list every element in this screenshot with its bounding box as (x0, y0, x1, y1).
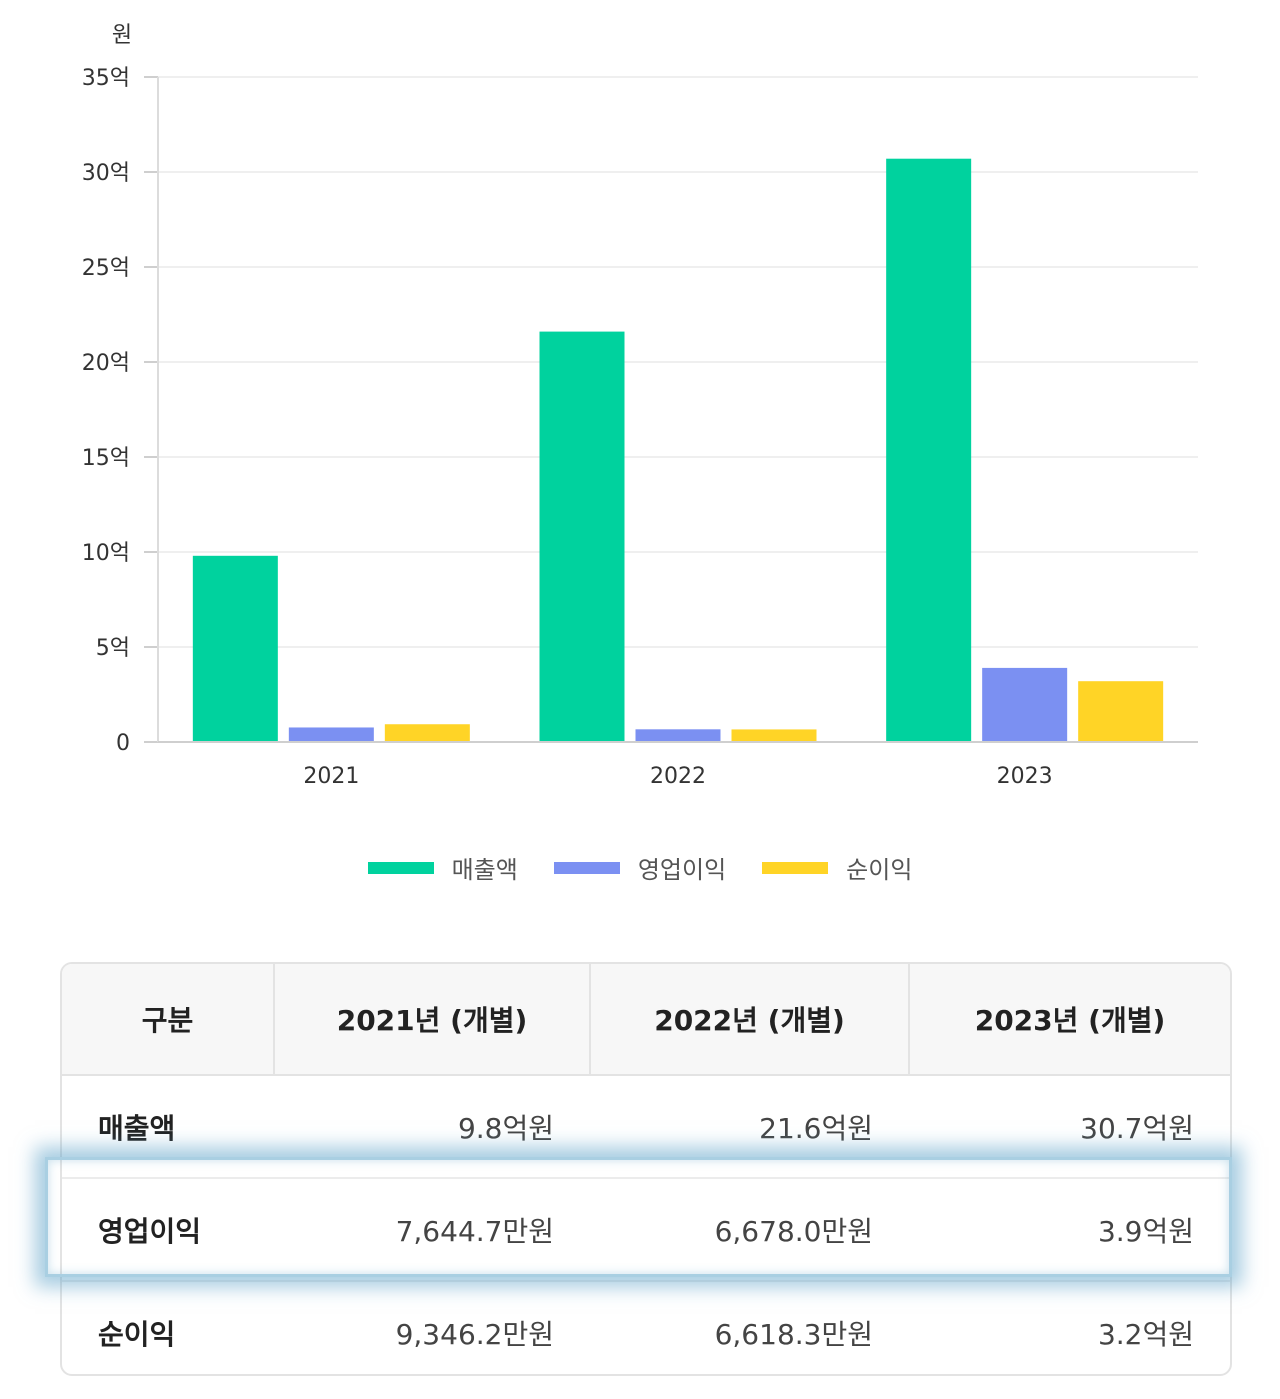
chart-svg: 0 5억 10억 15억 20억 25억 30억 35억 원 2021 2022 2023 (82, 23, 1198, 789)
financial-table: 구분 2021년 (개별) 2022년 (개별) 2023년 (개별) 매출액 … (60, 962, 1232, 1376)
header-2021: 2021년 (개별) (274, 964, 591, 1076)
table-header-row: 구분 2021년 (개별) 2022년 (개별) 2023년 (개별) (62, 964, 1230, 1076)
legend-swatch-net-income (762, 861, 829, 874)
x-tick-label: 2022 (650, 764, 706, 789)
bar-매출액-2021 (192, 555, 278, 742)
table-cell: 6,678.0만원 (590, 1178, 909, 1282)
bar-매출액-2022 (539, 331, 625, 742)
table-cell: 6,618.3만원 (714, 1317, 873, 1351)
legend-item-net-income[interactable]: 순이익 (762, 850, 912, 885)
bar-순이익-2023 (1078, 681, 1164, 742)
table-cell: 30.7억원 (909, 1075, 1230, 1179)
header-2023: 2023년 (개별) (909, 964, 1230, 1076)
y-tick-label: 35억 (82, 66, 130, 91)
y-tick-label: 15억 (82, 446, 130, 471)
x-tick-label: 2021 (303, 764, 359, 789)
bar-순이익-2021 (384, 724, 470, 742)
row-label: 영업이익 (62, 1178, 274, 1282)
bar-영업이익-2023 (982, 667, 1068, 742)
table-row-operating-profit: 영업이익 7,644.7만원 6,678.0만원 3.9억원 (62, 1178, 1230, 1282)
bar-순이익-2022 (731, 729, 817, 742)
header-2022: 2022년 (개별) (590, 964, 910, 1076)
table-cell: 3.9억원 (909, 1178, 1230, 1282)
table-cell: 9.8억원 (274, 1075, 590, 1179)
row-label: 매출액 (62, 1075, 274, 1179)
y-tick-label: 5억 (96, 636, 130, 661)
legend-label-operating-profit: 영업이익 (637, 856, 727, 884)
legend-item-operating-profit[interactable]: 영업이익 (553, 850, 727, 885)
header-category: 구분 (62, 964, 275, 1076)
legend-swatch-revenue (367, 861, 434, 874)
y-tick-label: 20억 (82, 351, 130, 376)
table-cell: 21.6억원 (590, 1075, 909, 1179)
legend-label-revenue: 매출액 (451, 856, 518, 884)
y-tick-label: 30억 (82, 161, 130, 186)
bar-영업이익-2021 (288, 727, 374, 742)
legend-label-net-income: 순이익 (846, 856, 913, 884)
table-row-revenue: 매출액 9.8억원 21.6억원 30.7억원 (62, 1075, 1230, 1179)
y-unit-label: 원 (112, 23, 132, 48)
table-cell: 9,346.2만원 (395, 1317, 554, 1351)
legend-item-revenue[interactable]: 매출액 (367, 850, 518, 885)
table-cell: 7,644.7만원 (274, 1178, 590, 1282)
x-tick-label: 2023 (997, 764, 1053, 789)
legend-swatch-operating-profit (553, 861, 620, 874)
y-tick-label: 0 (116, 731, 130, 756)
bar-매출액-2023 (886, 158, 972, 742)
y-tick-label: 25억 (82, 256, 130, 281)
y-tick-label: 10억 (82, 541, 130, 566)
chart-legend: 매출액 영업이익 순이익 (0, 850, 1280, 885)
bar-영업이익-2022 (635, 729, 721, 742)
table-cell: 3.2억원 (1097, 1317, 1194, 1351)
row-label: 순이익 (98, 1317, 176, 1351)
bar-chart: 0 5억 10억 15억 20억 25억 30억 35억 원 2021 2022 2023 매출액 영… (0, 23, 1280, 885)
table-row-net-income: 순이익 9,346.2만원 6,618.3만원 3.2억원 (62, 1281, 1230, 1374)
